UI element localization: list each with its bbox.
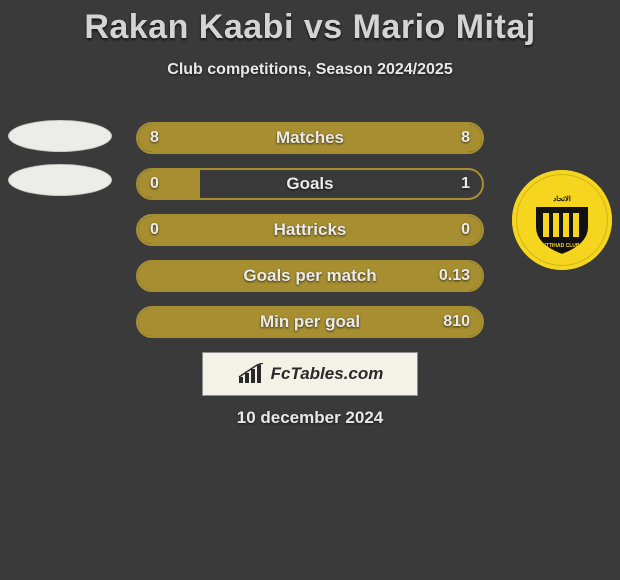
bar-fill-left — [138, 262, 482, 290]
stat-value-right: 0.13 — [439, 267, 470, 285]
brand-text: FcTables.com — [271, 364, 384, 384]
bar-chart-icon — [237, 363, 265, 385]
bar-fill-right — [310, 216, 482, 244]
comparison-title: Rakan Kaabi vs Mario Mitaj — [0, 0, 620, 47]
player1-club-logos — [8, 120, 112, 196]
stat-value-left: 0 — [150, 175, 159, 193]
club-logo-placeholder — [8, 164, 112, 196]
bar-fill-left — [138, 308, 482, 336]
bar-fill-right — [310, 124, 482, 152]
stat-value-left: 0 — [150, 221, 159, 239]
stat-row-matches: 8 Matches 8 — [136, 122, 484, 154]
stat-value-right: 0 — [461, 221, 470, 239]
snapshot-date: 10 december 2024 — [0, 408, 620, 428]
stat-value-left: 8 — [150, 129, 159, 147]
comparison-subtitle: Club competitions, Season 2024/2025 — [0, 61, 620, 79]
brand-watermark: FcTables.com — [202, 352, 418, 396]
stat-row-goals: 0 Goals 1 — [136, 168, 484, 200]
club-logo-placeholder — [8, 120, 112, 152]
bar-fill-left — [138, 170, 200, 198]
stat-value-right: 1 — [461, 175, 470, 193]
stat-value-right: 8 — [461, 129, 470, 147]
bar-fill-left — [138, 124, 310, 152]
ittihad-club-logo: الاتحاد ITTIHAD CLUB — [512, 170, 612, 270]
stat-row-hattricks: 0 Hattricks 0 — [136, 214, 484, 246]
stat-row-goals-per-match: Goals per match 0.13 — [136, 260, 484, 292]
stats-bars: 8 Matches 8 0 Goals 1 0 Hattricks 0 Goal… — [136, 122, 484, 338]
svg-text:ITTIHAD CLUB: ITTIHAD CLUB — [545, 243, 580, 249]
stat-row-min-per-goal: Min per goal 810 — [136, 306, 484, 338]
bar-fill-left — [138, 216, 310, 244]
svg-text:الاتحاد: الاتحاد — [553, 195, 571, 203]
shield-icon: الاتحاد ITTIHAD CLUB — [531, 183, 593, 257]
player2-club-logos: الاتحاد ITTIHAD CLUB — [512, 170, 612, 270]
stat-value-right: 810 — [443, 313, 470, 331]
